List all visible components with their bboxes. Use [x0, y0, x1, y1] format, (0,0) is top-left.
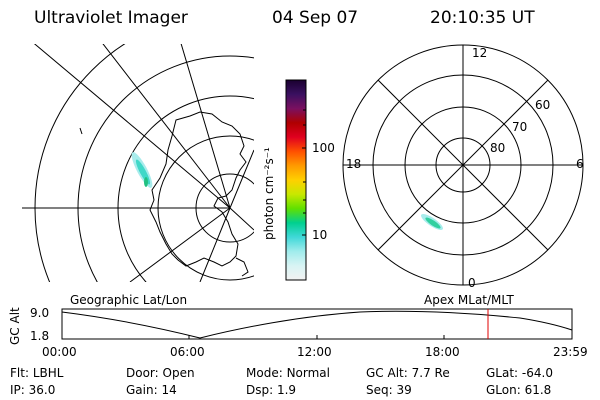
time-tick-2359: 23:59 — [553, 345, 588, 359]
info-glat: GLat: -64.0 — [486, 366, 553, 380]
info-glon: GLon: 61.8 — [486, 383, 552, 397]
aurora-emission-polar — [420, 214, 444, 230]
aurora-emission-geo — [131, 152, 153, 188]
mlat-label-70: 70 — [512, 120, 528, 134]
time-tick-0000: 00:00 — [42, 345, 77, 359]
info-gain: Gain: 14 — [126, 383, 177, 397]
info-mode: Mode: Normal — [246, 366, 330, 380]
colorbar-label: photon cm⁻²s⁻¹ — [262, 147, 276, 240]
colorbar-tick-100: 100 — [312, 141, 335, 155]
altitude-ymin: 1.8 — [30, 329, 50, 343]
info-seq: Seq: 39 — [366, 383, 412, 397]
time-tick-1200: 12:00 — [297, 345, 332, 359]
polar-plot — [342, 44, 584, 286]
geographic-panel-label: Geographic Lat/Lon — [70, 293, 188, 307]
altitude-ylabel: GC Alt — [8, 307, 22, 345]
geographic-map — [22, 44, 254, 282]
info-flt: Flt: LBHL — [10, 366, 64, 380]
colorbar-ticks — [302, 109, 306, 236]
apex-panel-label: Apex MLat/MLT — [424, 293, 514, 307]
instrument-title: Ultraviolet Imager — [34, 8, 188, 28]
mlat-label-60: 60 — [535, 98, 551, 112]
info-door: Door: Open — [126, 366, 195, 380]
info-gcalt: GC Alt: 7.7 Re — [366, 366, 450, 380]
mlt-label-0: 0 — [468, 276, 476, 290]
colorbar-tick-10: 10 — [312, 228, 328, 242]
altitude-curve — [61, 310, 573, 339]
time-tick-1800: 18:00 — [425, 345, 460, 359]
time-label: 20:10:35 UT — [430, 8, 535, 28]
mlat-label-80: 80 — [490, 141, 506, 155]
time-tick-0600: 06:00 — [170, 345, 205, 359]
info-ip: IP: 36.0 — [10, 383, 56, 397]
mlt-label-18: 18 — [346, 157, 362, 171]
info-dsp: Dsp: 1.9 — [246, 383, 297, 397]
antarctica-coastline — [149, 111, 247, 267]
date-label: 04 Sep 07 — [272, 8, 359, 28]
altitude-plot — [61, 308, 573, 340]
mlt-label-12: 12 — [472, 46, 488, 60]
mlt-label-6: 6 — [576, 157, 584, 171]
colorbar — [285, 79, 307, 281]
altitude-ymax: 9.0 — [30, 306, 50, 320]
